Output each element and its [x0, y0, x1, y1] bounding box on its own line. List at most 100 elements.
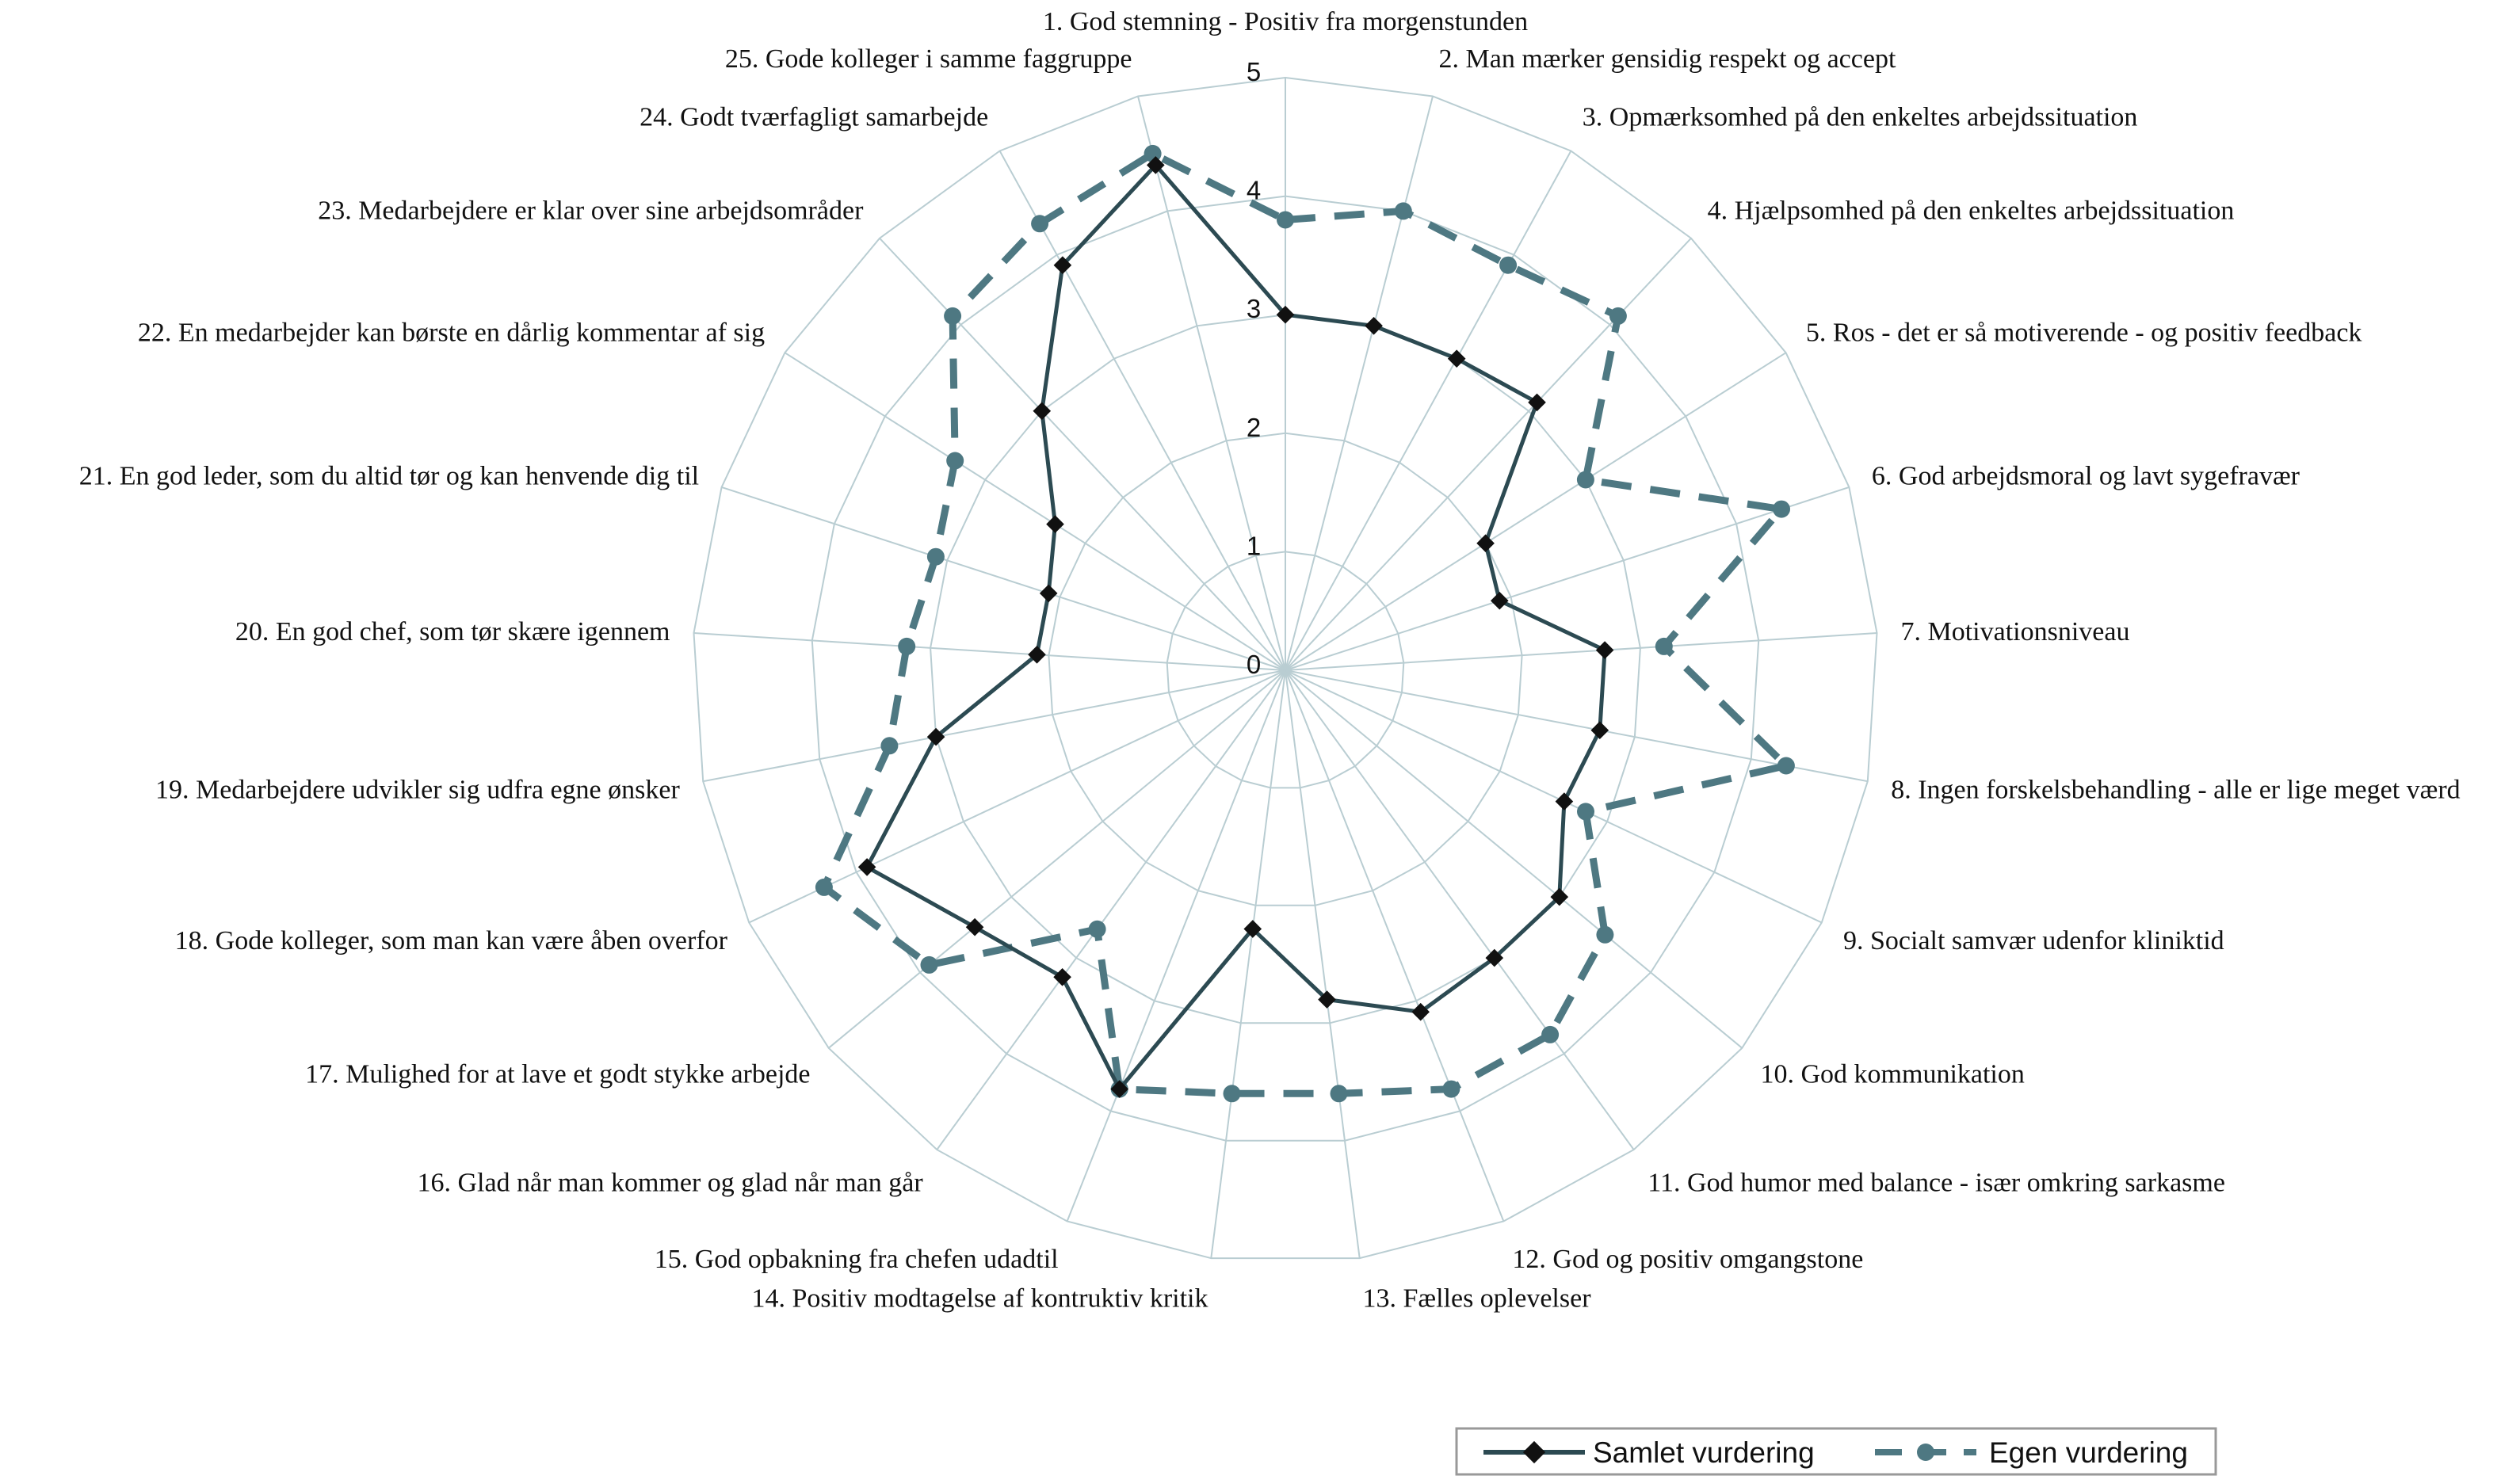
category-label-3: 3. Opmærksomhed på den enkeltes arbejdss…	[1583, 103, 2138, 132]
point-1-1	[1276, 305, 1295, 324]
category-label-18: 18. Gode kolleger, som man kan være åben…	[175, 926, 728, 955]
point-2-14	[1223, 1085, 1241, 1103]
legend-item-samlet: Samlet vurdering	[1483, 1436, 1815, 1469]
category-label-13: 13. Fælles oplevelser	[1363, 1284, 1592, 1314]
point-2-7	[1655, 637, 1673, 655]
point-1-6	[1490, 591, 1509, 610]
radar-series	[815, 144, 1795, 1103]
point-2-2	[1394, 202, 1412, 220]
spoke-10	[1285, 669, 1743, 1049]
series-line-1	[865, 162, 1607, 1092]
spoke-8	[1285, 669, 1868, 783]
point-2-17	[920, 955, 938, 974]
point-2-8	[1777, 757, 1795, 775]
spoke-18	[748, 669, 1286, 924]
spoke-15	[1066, 669, 1286, 1222]
point-1-8	[1590, 721, 1609, 740]
point-2-24	[1031, 215, 1049, 233]
spoke-24	[998, 151, 1286, 671]
point-1-13	[1318, 990, 1336, 1009]
point-1-2	[1365, 316, 1383, 335]
legend-marker-diamond	[1522, 1440, 1546, 1464]
point-1-17	[965, 917, 984, 936]
category-label-20: 20. En god chef, som tør skære igennem	[235, 617, 670, 646]
spoke-9	[1285, 669, 1823, 924]
spoke-11	[1285, 669, 1635, 1150]
spoke-22	[784, 352, 1286, 671]
point-2-20	[898, 637, 916, 655]
point-2-13	[1330, 1085, 1348, 1103]
spoke-3	[1285, 151, 1572, 671]
radar-grid	[693, 76, 1878, 1260]
category-label-24: 24. Godt tværfagligt samarbejde	[640, 103, 988, 132]
spoke-7	[1285, 632, 1877, 671]
category-label-15: 15. God opbakning fra chefen udadtil	[655, 1245, 1059, 1274]
category-label-17: 17. Mulighed for at lave et godt stykke …	[305, 1060, 810, 1089]
point-2-4	[1609, 307, 1627, 325]
category-label-14: 14. Positiv modtagelse af kontruktiv kri…	[751, 1284, 1208, 1314]
grid-ring-5	[693, 76, 1878, 1260]
category-label-2: 2. Man mærker gensidig respekt og accept	[1439, 44, 1896, 74]
point-1-4	[1528, 393, 1546, 412]
point-2-11	[1541, 1025, 1560, 1043]
point-1-9	[1555, 792, 1574, 810]
point-2-18	[815, 878, 833, 896]
series-2	[815, 144, 1795, 1103]
point-2-19	[880, 737, 899, 755]
point-1-15	[1110, 1080, 1129, 1098]
spoke-2	[1285, 96, 1434, 671]
point-1-21	[1039, 584, 1058, 603]
spoke-14	[1210, 669, 1286, 1259]
point-2-22	[946, 452, 964, 470]
point-2-9	[1577, 803, 1594, 821]
grid-ring-2	[1048, 432, 1523, 906]
point-1-10	[1550, 887, 1569, 906]
point-2-3	[1499, 256, 1518, 274]
spoke-6	[1285, 486, 1850, 671]
category-label-11: 11. God humor med balance - især omkring…	[1648, 1169, 2225, 1198]
tick-label-5: 5	[1247, 57, 1261, 86]
chart-legend: Samlet vurdering Egen vurdering	[1455, 1427, 2217, 1476]
point-1-18	[857, 858, 876, 876]
point-1-20	[1028, 645, 1046, 664]
series-line-2	[820, 150, 1790, 1097]
category-label-10: 10. God kommunikation	[1761, 1060, 2025, 1089]
point-2-6	[1773, 500, 1790, 518]
point-2-16	[1088, 920, 1106, 938]
point-1-12	[1411, 1002, 1430, 1021]
category-label-21: 21. En god leder, som du altid tør og ka…	[79, 461, 699, 490]
category-label-4: 4. Hjælpsomhed på den enkeltes arbejdssi…	[1708, 196, 2235, 225]
point-1-11	[1485, 948, 1504, 967]
spoke-20	[693, 632, 1286, 671]
tick-label-1: 1	[1247, 531, 1261, 560]
series-1	[857, 156, 1614, 1098]
tick-label-0: 0	[1247, 650, 1261, 679]
point-1-22	[1046, 515, 1064, 533]
point-2-5	[1576, 471, 1594, 489]
category-label-23: 23. Medarbejdere er klar over sine arbej…	[318, 196, 864, 225]
spoke-23	[879, 238, 1286, 671]
category-label-1: 1. God stemning - Positiv fra morgenstun…	[1043, 7, 1528, 36]
spoke-25	[1137, 96, 1286, 671]
legend-item-egen: Egen vurdering	[1875, 1436, 2188, 1469]
point-2-12	[1442, 1080, 1460, 1098]
spoke-5	[1285, 352, 1787, 671]
point-1-24	[1053, 256, 1072, 275]
spoke-12	[1285, 669, 1505, 1222]
category-label-8: 8. Ingen forskelsbehandling - alle er li…	[1891, 776, 2461, 805]
point-2-10	[1596, 925, 1614, 944]
spoke-21	[721, 486, 1286, 671]
grid-ring-1	[1166, 551, 1405, 789]
category-label-22: 22. En medarbejder kan børste en dårlig …	[138, 318, 765, 347]
tick-label-4: 4	[1247, 176, 1261, 205]
category-label-6: 6. God arbejdsmoral og lavt sygefravær	[1872, 461, 2300, 490]
category-label-9: 9. Socialt samvær udenfor kliniktid	[1843, 926, 2224, 955]
point-1-16	[1053, 967, 1071, 986]
grid-ring-3	[930, 314, 1641, 1024]
category-label-5: 5. Ros - det er så motiverende - og posi…	[1806, 318, 2362, 347]
tick-label-2: 2	[1247, 413, 1261, 442]
category-label-19: 19. Medarbejdere udvikler sig udfra egne…	[155, 776, 680, 805]
category-labels: 1. God stemning - Positiv fra morgenstun…	[79, 7, 2461, 1314]
point-1-14	[1243, 920, 1262, 938]
